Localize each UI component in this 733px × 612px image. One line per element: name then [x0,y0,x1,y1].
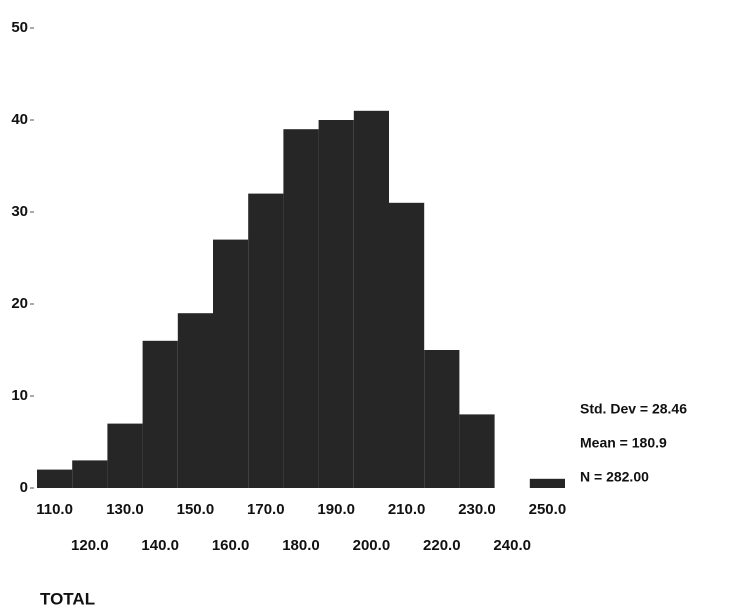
bar [353,110,389,489]
bar [213,239,249,488]
x-tick-label: 230.0 [458,501,496,518]
x-tick-label: 130.0 [106,501,144,518]
x-tick-label: 190.0 [317,501,355,518]
x-tick-label: 210.0 [388,501,426,518]
x-tick-label: 170.0 [247,501,285,518]
stat-annotation: N = 282.00 [580,469,649,485]
y-tick-label: 0 [20,479,28,496]
stat-annotation: Mean = 180.9 [580,435,667,451]
x-tick-label: 160.0 [212,537,250,554]
y-tick-label: 20 [11,295,28,312]
bar [107,423,143,488]
bar [318,120,354,488]
y-tick-label: 40 [11,111,28,128]
bar [459,414,495,488]
x-tick-label: 200.0 [353,537,391,554]
bar [177,313,213,488]
x-tick-label: 150.0 [177,501,215,518]
x-axis-label: TOTAL [40,589,95,608]
bar [37,469,73,488]
bar [424,350,460,488]
x-tick-label: 240.0 [493,537,531,554]
y-tick-label: 50 [11,19,28,36]
x-tick-label: 180.0 [282,537,320,554]
bar [283,129,319,488]
x-tick-label: 140.0 [141,537,179,554]
bar [529,478,565,488]
bar [142,340,178,488]
y-tick-label: 10 [11,387,28,404]
stat-annotation: Std. Dev = 28.46 [580,401,687,417]
bar [389,202,425,489]
x-tick-label: 120.0 [71,537,109,554]
x-tick-label: 250.0 [529,501,567,518]
bar [248,193,284,488]
x-tick-label: 110.0 [36,501,73,518]
bar [72,460,108,488]
x-tick-label: 220.0 [423,537,461,554]
y-tick-label: 30 [11,203,28,220]
